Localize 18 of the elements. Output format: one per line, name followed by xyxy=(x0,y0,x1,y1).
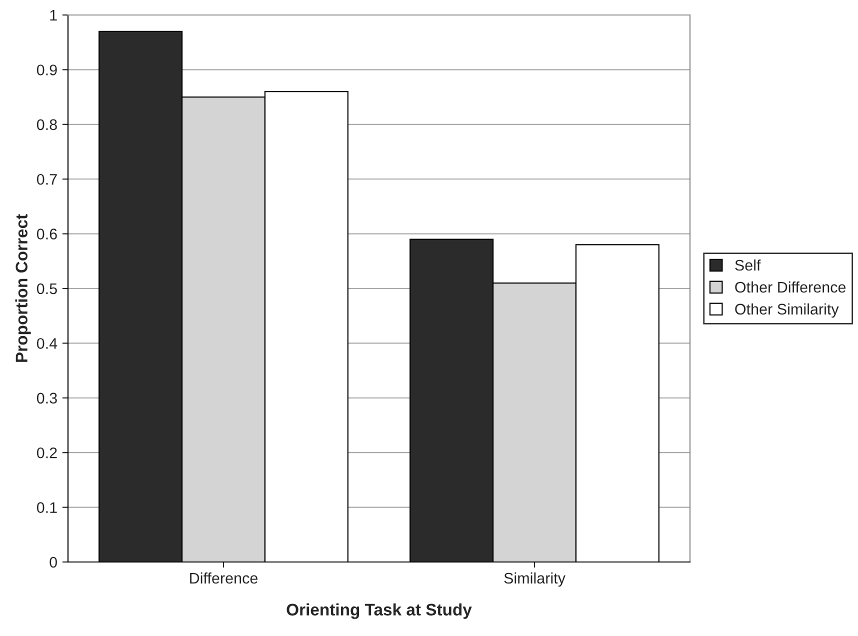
x-axis-title: Orienting Task at Study xyxy=(286,603,472,619)
legend-label: Self xyxy=(735,259,761,271)
legend-label: Other Difference xyxy=(735,281,846,293)
x-tick-label: Similarity xyxy=(504,572,566,587)
y-tick-label: 0.6 xyxy=(36,228,57,240)
y-tick-label: 0.4 xyxy=(36,338,58,349)
y-tick-label: 0.5 xyxy=(36,283,57,294)
y-tick-label: 0.1 xyxy=(36,502,57,513)
y-tick-label: 0.9 xyxy=(36,64,57,76)
y-tick-label: 0.3 xyxy=(36,392,57,404)
y-tick-label: 0.2 xyxy=(36,447,57,458)
y-tick-label: 1 xyxy=(50,10,57,21)
y-tick-label: 0 xyxy=(50,556,57,568)
x-tick-label: Difference xyxy=(190,572,258,584)
legend-label: Other Similarity xyxy=(735,303,839,318)
y-tick-label: 0.7 xyxy=(36,174,57,185)
y-tick-label: 0.8 xyxy=(36,119,57,130)
y-axis-title: Proportion Correct xyxy=(15,214,31,362)
